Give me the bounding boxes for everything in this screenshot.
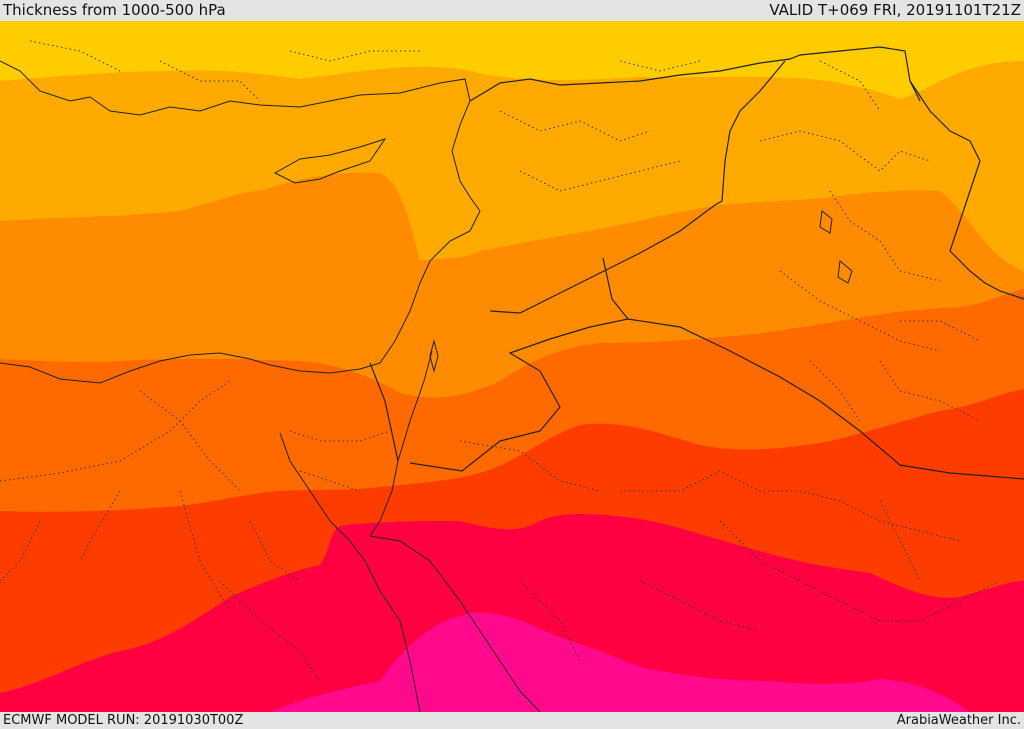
map-header: Thickness from 1000-500 hPa VALID T+069 … [0, 0, 1024, 21]
band-6 [0, 514, 1024, 712]
admin-boundaries-sinai [219, 430, 391, 682]
map-canvas [0, 21, 1024, 712]
map-footer: ECMWF MODEL RUN: 20191030T00Z ArabiaWeat… [0, 712, 1024, 729]
coastline-lake-tharthar [819, 210, 853, 284]
admin-boundaries-saudi [459, 440, 1001, 662]
border-turkey-syria [469, 46, 921, 102]
credit: ArabiaWeather Inc. [896, 713, 1021, 728]
coastline-dead-sea [429, 339, 439, 373]
border-egypt-israel [369, 362, 399, 462]
coastline-cyprus [273, 138, 387, 184]
coastline-levant [379, 124, 481, 364]
valid-time: VALID T+069 FRI, 20191101T21Z [769, 1, 1021, 19]
border-iraq-saudi [627, 318, 1024, 480]
model-run: ECMWF MODEL RUN: 20191030T00Z [3, 713, 244, 728]
thickness-map [0, 21, 1024, 712]
border-jordan-saudi [409, 257, 630, 472]
coastline-red-sea-east [369, 535, 541, 712]
band-7 [270, 612, 970, 712]
coastline-anatolia [0, 60, 471, 126]
border-syria-iraq [489, 60, 786, 314]
coastline-gulf-of-suez [279, 432, 421, 712]
admin-boundaries-iraq [779, 190, 981, 422]
map-title: Thickness from 1000-500 hPa [3, 1, 226, 19]
coastline-egypt [0, 352, 381, 384]
admin-boundaries-anatolia [29, 40, 931, 192]
border-iraq-iran [909, 80, 1024, 300]
